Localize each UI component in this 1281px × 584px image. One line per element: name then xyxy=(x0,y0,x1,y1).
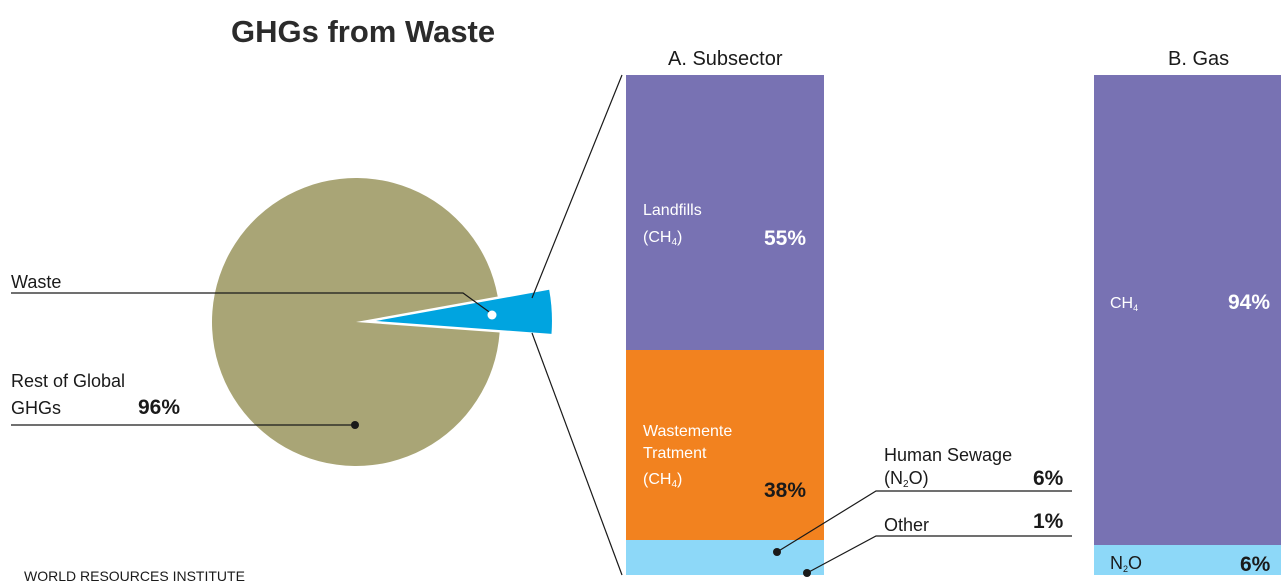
other-percent: 1% xyxy=(1033,510,1064,533)
wastewater-label-line2: Tratment xyxy=(643,445,707,462)
other-label: Other xyxy=(884,515,929,535)
segment-ch4 xyxy=(1094,75,1281,545)
segment-landfills xyxy=(626,75,824,350)
gas-heading: B. Gas xyxy=(1168,48,1229,70)
waste-leader-line xyxy=(11,292,493,315)
wastewater-percent: 38% xyxy=(764,479,806,502)
wastewater-label-line1: Wastemente xyxy=(643,423,732,440)
subsector-bar xyxy=(626,75,824,575)
zoom-line-top xyxy=(531,74,623,299)
other-leader-line xyxy=(806,535,1072,574)
subsector-heading: A. Subsector xyxy=(668,48,783,70)
gas-bar xyxy=(1094,75,1281,575)
landfills-percent: 55% xyxy=(764,227,806,250)
source-label: WORLD RESOURCES INSTITUTE xyxy=(24,568,245,584)
zoom-line-bottom xyxy=(531,332,623,576)
ch4-percent: 94% xyxy=(1228,291,1270,314)
segment-wastewater xyxy=(626,350,824,540)
n2o-label: N2O xyxy=(1110,553,1142,574)
waste-label: Waste xyxy=(11,272,61,292)
segment-n2o xyxy=(1094,545,1281,575)
pie-slice-waste xyxy=(375,289,552,334)
waste-marker xyxy=(487,310,497,320)
rest-label-line2: GHGs xyxy=(11,398,61,418)
sewage-leader-line xyxy=(776,490,1072,553)
sewage-gas-label: (N2O) xyxy=(884,468,929,490)
pie-chart xyxy=(212,177,552,466)
other-marker xyxy=(803,569,811,577)
rest-marker xyxy=(351,421,359,429)
wastewater-gas-label: (CH4) xyxy=(643,471,682,490)
pie-slice-rest xyxy=(212,177,500,466)
landfills-label: Landfills xyxy=(643,202,702,219)
sewage-percent: 6% xyxy=(1033,467,1064,490)
chart-title: GHGs from Waste xyxy=(231,14,495,49)
rest-percent: 96% xyxy=(138,396,180,419)
sewage-label: Human Sewage xyxy=(884,445,1012,465)
segment-sewage-other xyxy=(626,540,824,575)
sewage-marker xyxy=(773,548,781,556)
landfills-gas-label: (CH4) xyxy=(643,229,682,248)
rest-label-line1: Rest of Global xyxy=(11,371,125,391)
n2o-percent: 6% xyxy=(1240,553,1271,576)
ch4-label: CH4 xyxy=(1110,295,1138,313)
